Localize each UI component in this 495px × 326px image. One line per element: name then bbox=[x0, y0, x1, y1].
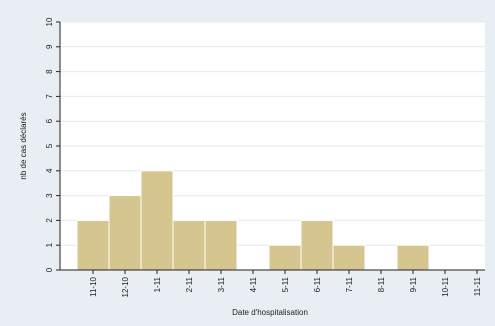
x-tick-label: 9-11 bbox=[409, 276, 418, 292]
y-tick-label: 9 bbox=[45, 44, 54, 49]
x-tick-label: 4-11 bbox=[249, 276, 258, 292]
x-tick-label: 3-11 bbox=[217, 276, 226, 292]
y-tick-label: 2 bbox=[45, 218, 54, 223]
x-tick-label: 2-11 bbox=[185, 276, 194, 292]
bar-7-11 bbox=[332, 244, 366, 271]
x-tick-label: 12-10 bbox=[121, 276, 130, 297]
x-tick-label: 6-11 bbox=[313, 276, 322, 292]
x-tick-label: 10-11 bbox=[441, 276, 450, 296]
y-tick-label: 5 bbox=[45, 143, 54, 148]
x-tick-label: 11-10 bbox=[89, 276, 98, 296]
bar-2-11 bbox=[172, 219, 206, 271]
bar-9-11 bbox=[396, 244, 430, 271]
y-tick-label: 4 bbox=[45, 168, 54, 173]
x-tick-label: 5-11 bbox=[281, 276, 290, 292]
bar-3-11 bbox=[204, 219, 238, 271]
bars bbox=[76, 170, 430, 271]
y-tick-label: 1 bbox=[45, 242, 54, 247]
x-axis-title: Date d'hospitalisation bbox=[232, 308, 308, 317]
y-axis-title: nb de cas déclarés bbox=[19, 112, 28, 179]
y-ticks: 0 1 2 3 4 5 6 7 8 9 10 bbox=[45, 17, 60, 272]
x-tick-label: 7-11 bbox=[345, 276, 354, 292]
bar-6-11 bbox=[300, 219, 334, 271]
x-tick-label: 8-11 bbox=[377, 276, 386, 292]
bar-12-10 bbox=[108, 195, 142, 271]
y-tick-label: 3 bbox=[45, 193, 54, 198]
bar-5-11 bbox=[268, 244, 302, 271]
bar-1-11 bbox=[140, 170, 174, 271]
y-tick-label: 10 bbox=[45, 17, 54, 26]
x-tick-label: 1-11 bbox=[153, 276, 162, 292]
y-tick-label: 0 bbox=[45, 267, 54, 272]
bar-11-10 bbox=[76, 219, 110, 271]
y-tick-label: 8 bbox=[45, 69, 54, 74]
y-tick-label: 7 bbox=[45, 94, 54, 99]
x-tick-label: 11-11 bbox=[473, 276, 482, 296]
x-ticks: 11-10 12-10 1-11 2-11 3-11 4-11 5-11 6-11 7-11 8-… bbox=[89, 270, 482, 297]
y-tick-label: 6 bbox=[45, 118, 54, 123]
